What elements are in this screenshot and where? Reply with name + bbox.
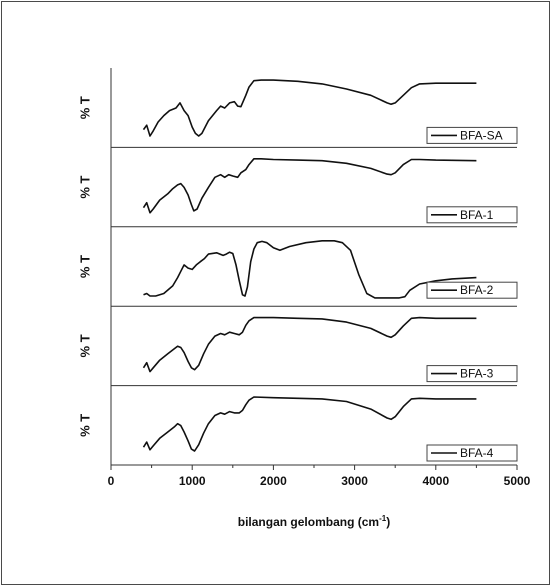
legend-label: BFA-2 (460, 283, 494, 297)
legend-bfa-sa: BFA-SA (426, 126, 518, 144)
x-tick-label: 4000 (422, 474, 449, 488)
y-axis-label: % T (77, 175, 92, 198)
y-axis-label: % T (77, 96, 92, 119)
legend-box (426, 206, 518, 224)
x-tick-label: 1000 (179, 474, 206, 488)
legend-bfa-1: BFA-1 (426, 206, 518, 224)
legend-bfa-4: BFA-4 (426, 444, 518, 462)
legend-box (426, 126, 518, 144)
legend-label: BFA-4 (460, 446, 494, 460)
legend-label: BFA-3 (460, 367, 494, 381)
panel-bfa-3: % T BFA-3 (77, 305, 518, 383)
y-axis-label: % T (77, 334, 92, 357)
y-axis-label: % T (77, 414, 92, 437)
x-tick-label: 2000 (260, 474, 287, 488)
x-tick-label: 0 (108, 474, 115, 488)
legend-label: BFA-SA (460, 128, 503, 142)
series-line-bfa-4 (142, 396, 477, 452)
x-tick-label: 3000 (341, 474, 368, 488)
panel-bfa-sa: % T BFA-SA (77, 79, 518, 144)
x-axis-label: bilangan gelombang (cm-1) (238, 514, 390, 529)
legend-box (426, 281, 518, 299)
legend-bfa-3: BFA-3 (426, 365, 518, 383)
legend-label: BFA-1 (460, 208, 494, 222)
x-ticks-layer: 0 1000 2000 3000 4000 5000 (108, 465, 531, 488)
legend-box (426, 365, 518, 383)
panels-layer: % T BFA-SA % T BFA-1 % T BFA-2 % T BFA-3 % T BFA-… (77, 79, 518, 462)
panel-bfa-1: % T BFA-1 (77, 146, 518, 224)
series-line-bfa-2 (143, 240, 477, 299)
y-axis-label: % T (77, 255, 92, 278)
panel-bfa-2: % T BFA-2 (77, 226, 518, 299)
series-line-bfa-1 (142, 158, 477, 214)
x-tick-label: 5000 (504, 474, 531, 488)
legend-box (426, 444, 518, 462)
legend-bfa-2: BFA-2 (426, 281, 518, 299)
panel-bfa-4: % T BFA-4 (77, 385, 518, 462)
series-line-bfa-3 (142, 316, 477, 373)
series-line-bfa-sa (142, 79, 477, 137)
